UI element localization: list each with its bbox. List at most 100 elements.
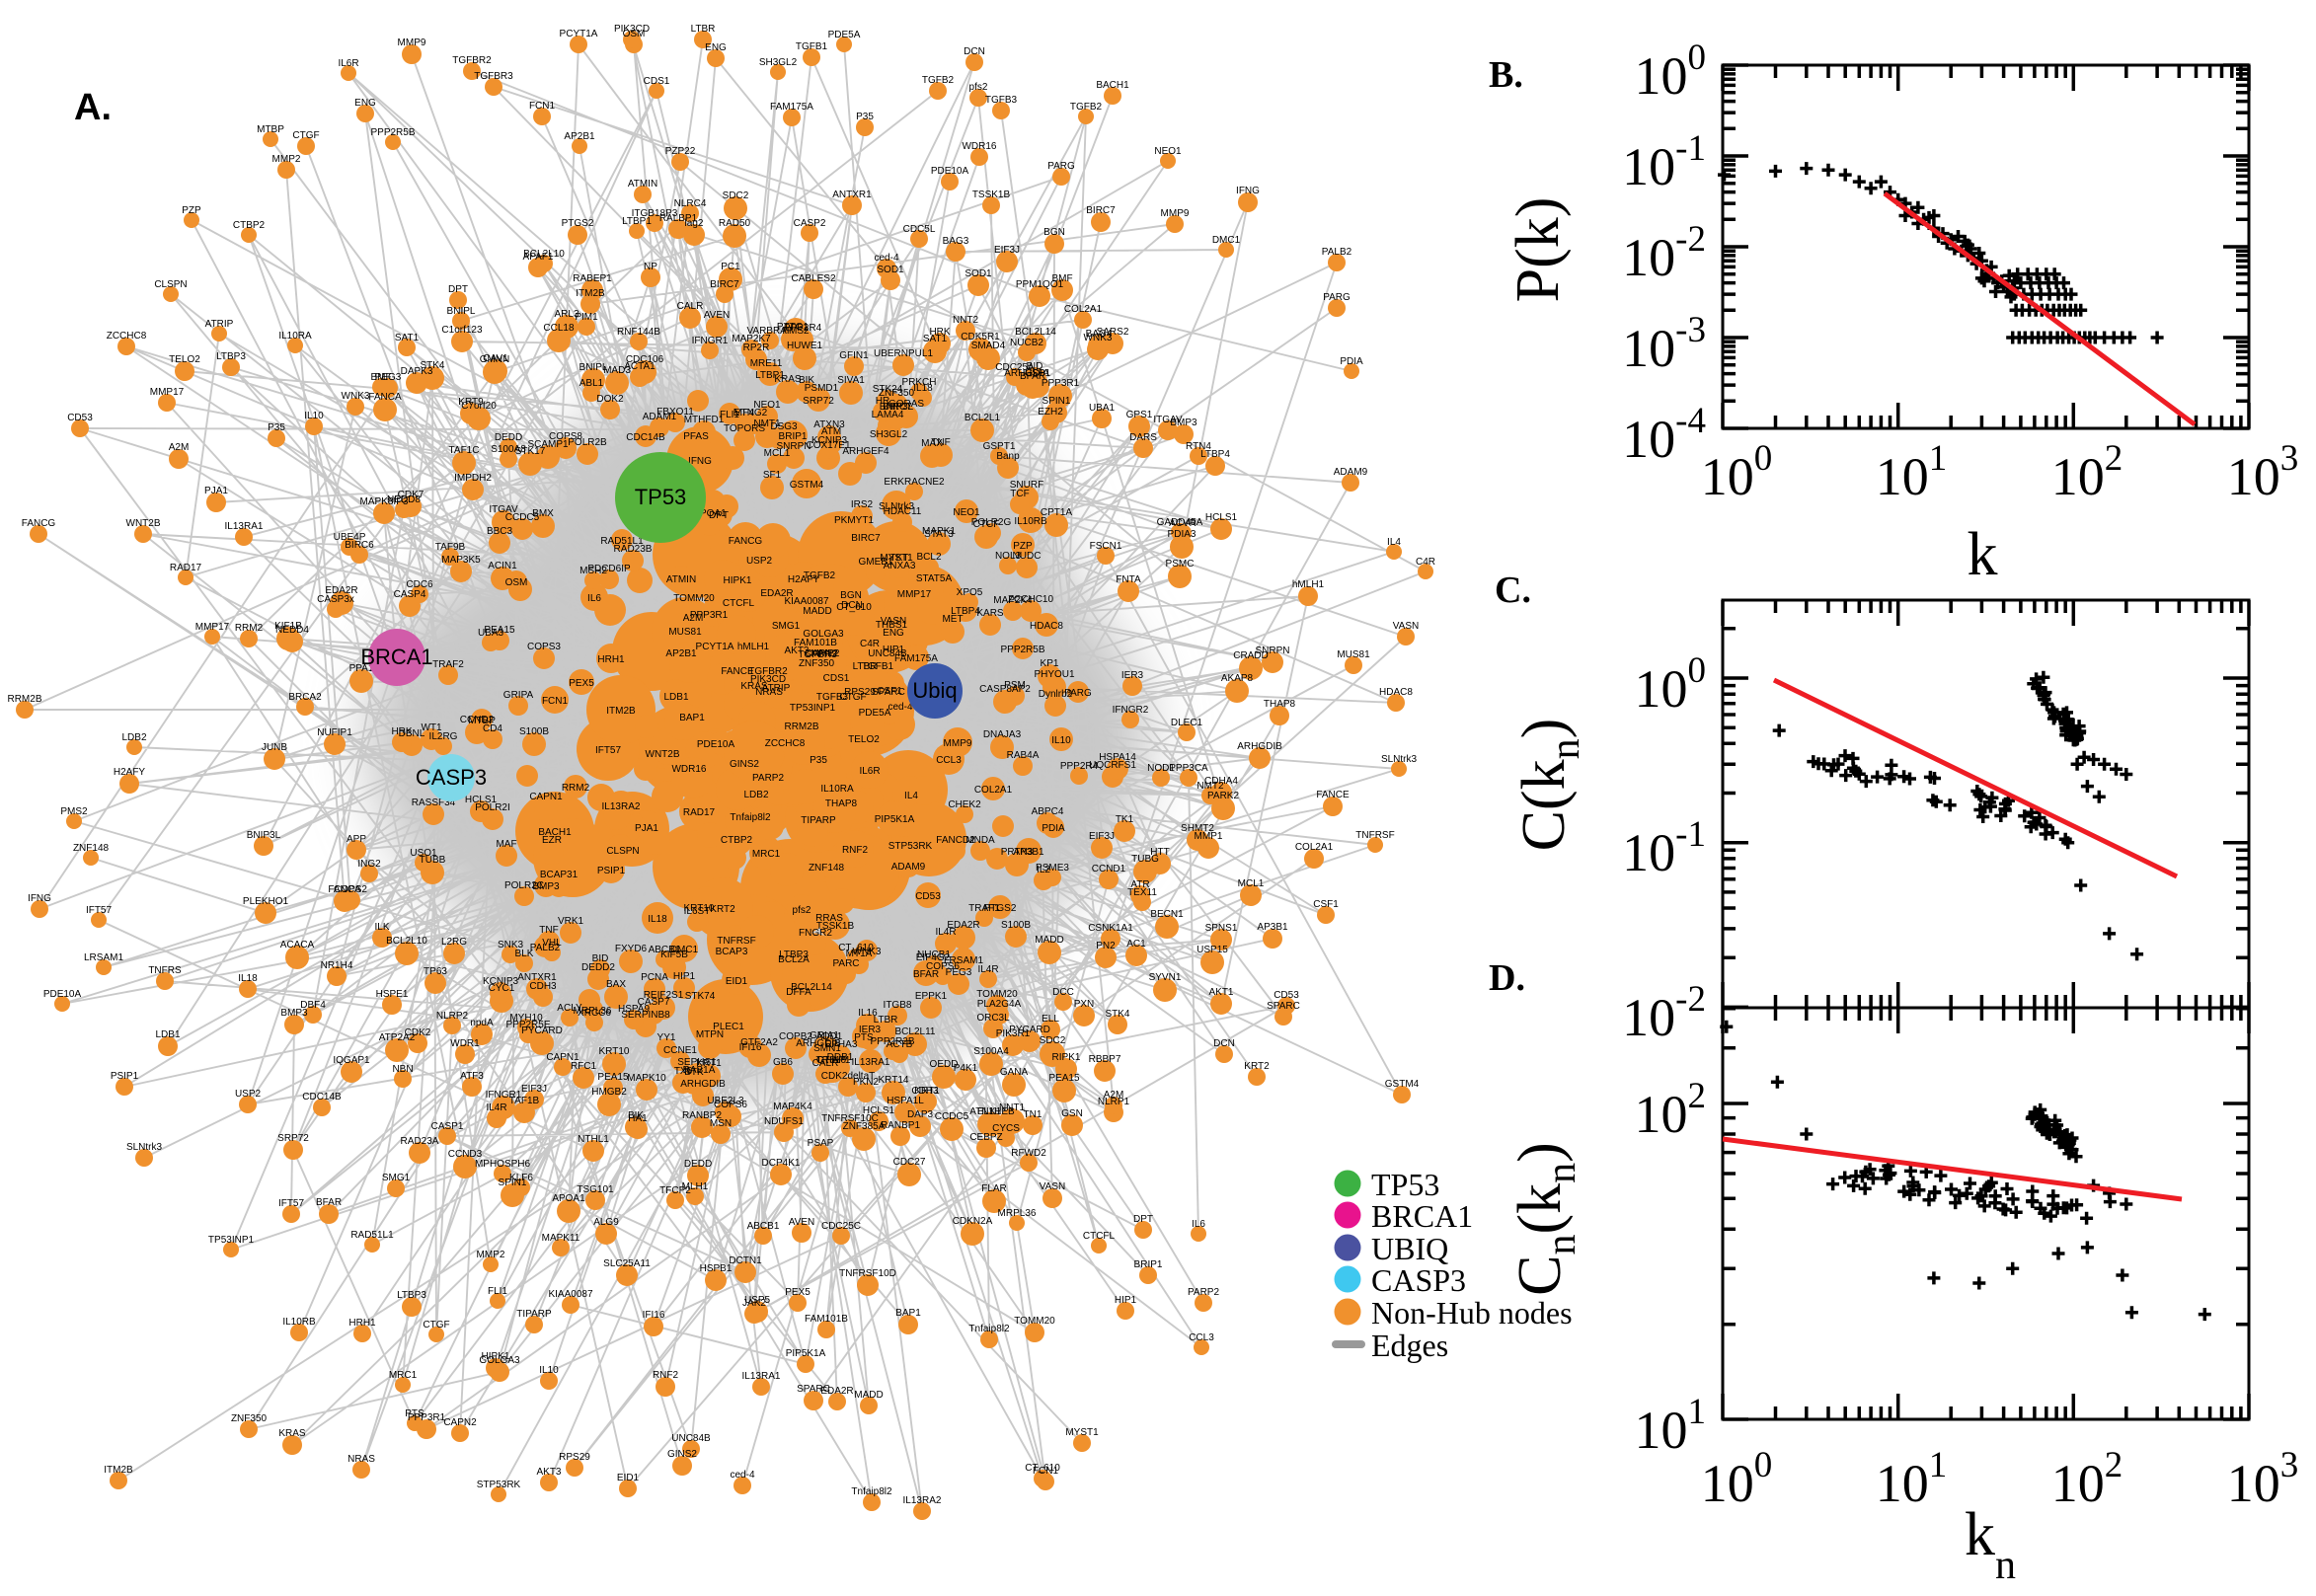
svg-text:PPA1: PPA1 [349,663,374,674]
svg-text:MAP3K5: MAP3K5 [441,555,481,566]
svg-text:BFAR: BFAR [913,969,939,980]
svg-text:PEA15: PEA15 [484,625,515,636]
svg-text:CTCFL: CTCFL [723,598,755,609]
svg-text:NBN: NBN [392,1064,413,1075]
svg-text:MRC1: MRC1 [389,1370,418,1381]
svg-text:MUS81: MUS81 [668,627,702,638]
svg-text:IMPDH2: IMPDH2 [454,473,492,484]
svg-text:ZCCHC8: ZCCHC8 [107,331,147,342]
svg-text:SMG1: SMG1 [772,621,801,632]
svg-text:FLI1: FLI1 [488,1286,507,1297]
svg-text:CABLES2: CABLES2 [791,273,835,284]
svg-text:DDB1: DDB1 [827,1052,854,1063]
svg-text:VHL: VHL [542,938,562,949]
svg-text:SMAD4: SMAD4 [971,341,1006,351]
svg-text:USP2: USP2 [235,1089,262,1100]
svg-text:TP53: TP53 [1371,1167,1439,1202]
svg-text:MMP17: MMP17 [897,589,932,600]
svg-text:IL10RB: IL10RB [282,1317,316,1328]
svg-text:SPIN1: SPIN1 [499,1178,527,1188]
svg-text:IFT57: IFT57 [86,905,113,916]
svg-text:ADAM9: ADAM9 [1334,467,1368,478]
svg-text:CASP2: CASP2 [794,218,826,229]
svg-text:BMP3: BMP3 [280,1008,308,1019]
svg-text:OSM: OSM [623,29,646,39]
svg-text:VARBRAP: VARBRAP [746,326,793,337]
svg-text:MMP2: MMP2 [811,648,840,659]
svg-text:TNFRSF10C: TNFRSF10C [821,1113,879,1124]
svg-text:CASP7: CASP7 [638,997,670,1008]
svg-text:SDC2: SDC2 [1040,1035,1066,1046]
svg-text:BCL2L10: BCL2L10 [386,936,427,947]
svg-text:TGFB2: TGFB2 [922,75,955,86]
svg-text:CLSPN: CLSPN [154,279,187,290]
svg-text:DEDD: DEDD [684,1159,712,1170]
svg-text:GSPT1: GSPT1 [983,441,1016,452]
svg-text:DARS: DARS [1129,432,1157,443]
svg-text:TOMM20: TOMM20 [1014,1316,1055,1327]
svg-text:TK1: TK1 [1116,814,1134,825]
svg-text:FBXO11: FBXO11 [656,407,694,418]
svg-text:BRIP1: BRIP1 [779,431,808,442]
svg-text:POLR2B: POLR2B [568,437,607,448]
svg-text:ZCCHC10: ZCCHC10 [1008,594,1054,605]
svg-text:DLEC1: DLEC1 [1171,718,1203,728]
svg-text:NOL3: NOL3 [995,551,1022,562]
svg-text:VRK1: VRK1 [558,916,584,927]
svg-text:H2AFY: H2AFY [788,574,820,585]
svg-text:BAP1: BAP1 [679,713,705,723]
svg-text:MRPL36: MRPL36 [998,1208,1037,1219]
svg-text:ACIN1: ACIN1 [488,561,517,571]
svg-text:STK24: STK24 [873,384,903,395]
svg-text:PKMYT1: PKMYT1 [834,515,874,526]
svg-text:PIP5K1A: PIP5K1A [786,1348,826,1359]
svg-text:CDC5L: CDC5L [903,224,936,235]
svg-text:ENG: ENG [705,42,727,53]
svg-text:TAF1C: TAF1C [449,445,480,456]
svg-text:PEG3: PEG3 [375,372,402,383]
svg-text:MADD: MADD [1035,935,1063,946]
svg-text:MMP17: MMP17 [150,387,185,398]
svg-text:TP53: TP53 [635,485,687,509]
svg-text:MAP4K4: MAP4K4 [773,1102,812,1112]
svg-text:TKT: TKT [890,553,909,564]
svg-text:LTBP3: LTBP3 [779,950,809,960]
svg-text:PSME3: PSME3 [1036,863,1069,874]
svg-text:npdA: npdA [470,1018,494,1028]
svg-text:AP2B1: AP2B1 [564,131,595,142]
svg-text:JUNB: JUNB [262,742,287,753]
svg-text:NLRC4: NLRC4 [674,198,707,209]
svg-text:POLR2C: POLR2C [504,880,544,891]
svg-text:CDC25A: CDC25A [995,362,1035,373]
svg-text:MAPK10: MAPK10 [627,1073,666,1084]
svg-text:SLC25A11: SLC25A11 [603,1258,651,1269]
svg-text:RAD51L1: RAD51L1 [350,1230,394,1241]
svg-text:CASP8AP2: CASP8AP2 [979,684,1031,695]
svg-text:FSCN1: FSCN1 [1090,541,1122,552]
svg-text:ILK: ILK [374,922,389,933]
svg-text:TEX11: TEX11 [1127,887,1157,898]
svg-text:CAV1: CAV1 [483,353,508,364]
svg-text:ITM2B: ITM2B [104,1465,133,1476]
svg-text:LRSAM1: LRSAM1 [84,952,123,963]
svg-text:EZR: EZR [542,835,562,846]
svg-text:FAM175A: FAM175A [894,653,938,664]
svg-text:MADD: MADD [854,1390,883,1401]
svg-text:PZP22: PZP22 [665,146,696,157]
svg-text:IL10: IL10 [1051,735,1071,746]
svg-text:IL6: IL6 [587,593,601,604]
svg-text:RNF144B: RNF144B [617,327,660,338]
svg-text:WDR16: WDR16 [962,141,996,152]
svg-text:FNGR2: FNGR2 [799,928,832,939]
svg-text:EIF3J: EIF3J [1089,831,1115,842]
svg-text:TN1: TN1 [1024,1109,1042,1120]
svg-text:MAPK1: MAPK1 [922,526,956,537]
svg-text:CDHA4: CDHA4 [1204,776,1238,787]
svg-text:HIP1: HIP1 [673,971,696,982]
svg-text:MCL1: MCL1 [1238,878,1265,889]
svg-text:BIRC7: BIRC7 [883,402,912,413]
svg-text:HSPB1: HSPB1 [700,1263,733,1274]
svg-text:CSNK1A1: CSNK1A1 [1088,923,1133,934]
svg-text:SPNS1: SPNS1 [1205,923,1238,934]
svg-text:BCAP31: BCAP31 [540,870,579,880]
